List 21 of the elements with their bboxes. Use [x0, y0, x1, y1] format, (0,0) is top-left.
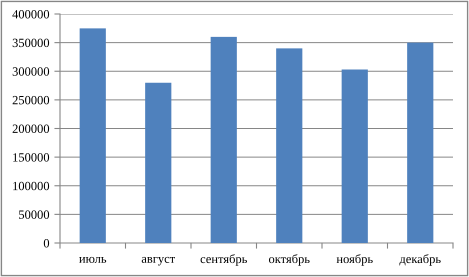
y-tick-label: 0 — [44, 239, 50, 248]
y-tick-label: 400000 — [12, 10, 50, 18]
y-tick-label: 200000 — [12, 124, 50, 133]
x-tick-label: август — [142, 256, 175, 266]
bar — [80, 28, 106, 243]
y-tick-label: 250000 — [12, 96, 50, 104]
bar — [210, 36, 237, 243]
bar — [342, 70, 368, 243]
y-tick-label: 150000 — [13, 153, 50, 162]
y-tick-label: 100000 — [13, 182, 50, 190]
bar — [276, 48, 302, 243]
y-tick-label: 300000 — [12, 67, 50, 76]
y-tick-label: 50000 — [19, 210, 50, 219]
x-tick-label: ноябрь — [336, 254, 373, 266]
x-tick-label: декабрь — [399, 254, 441, 266]
bar — [145, 82, 172, 243]
bar — [407, 42, 434, 243]
x-tick-label: сентябрь — [200, 254, 248, 266]
y-tick-label: 350000 — [12, 38, 50, 48]
x-tick-label: октябрь — [268, 254, 310, 266]
x-tick-label: июль — [79, 256, 106, 263]
